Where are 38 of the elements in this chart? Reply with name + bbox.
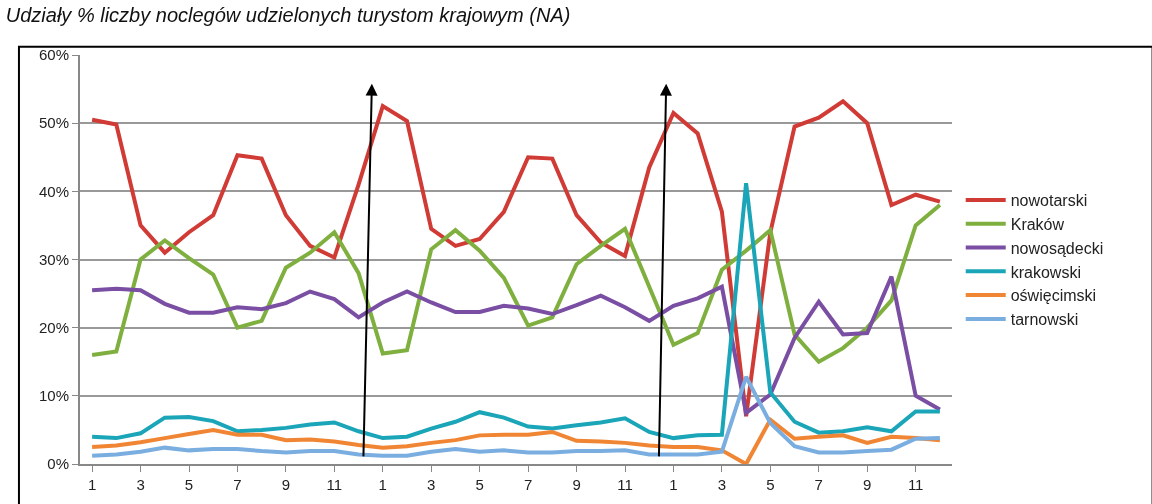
line-series: [90, 202, 942, 364]
x-tick-label: 1: [669, 476, 678, 493]
legend-label: tarnowski: [1010, 311, 1079, 329]
x-tick-label: 11: [326, 476, 343, 493]
legend-label: nowotarski: [1010, 192, 1088, 210]
y-tick-label: 30%: [38, 250, 69, 268]
y-tick-label: 20%: [38, 318, 69, 336]
x-tick-label: 7: [523, 476, 533, 493]
line-series: [90, 181, 942, 441]
legend-label: oświęcimski: [1010, 287, 1097, 305]
x-tick-label: 3: [136, 476, 145, 493]
line-series: [90, 417, 942, 464]
x-tick-label: 5: [475, 476, 484, 493]
line-series: [90, 274, 942, 415]
y-tick-label: 60%: [38, 46, 69, 64]
y-tick-label: 0%: [47, 455, 69, 473]
x-tick-label: 3: [717, 476, 727, 493]
x-tick-label: 1: [87, 476, 97, 493]
x-tick-label: 7: [233, 476, 242, 493]
legend-label: nowosądecki: [1010, 239, 1104, 257]
y-tick-label: 50%: [38, 114, 69, 132]
line-series: [90, 374, 942, 458]
x-tick-label: 9: [863, 476, 872, 493]
y-tick-label: 10%: [38, 387, 69, 405]
x-tick-label: 3: [427, 476, 436, 493]
x-tick-label: 9: [281, 476, 291, 493]
line-series: [90, 99, 942, 419]
y-tick-label: 40%: [38, 182, 69, 200]
x-tick-label: 5: [184, 476, 194, 493]
x-tick-label: 11: [907, 476, 924, 493]
x-tick-label: 5: [766, 476, 775, 493]
x-tick-label: 1: [378, 476, 387, 493]
chart-title: Udziały % liczby noclegów udzielonych turystom krajowym (NA): [5, 3, 571, 26]
x-tick-label: 9: [572, 476, 581, 493]
legend-label: krakowski: [1010, 263, 1081, 281]
legend-label: Kraków: [1010, 215, 1065, 233]
x-tick-label: 7: [814, 476, 823, 493]
x-tick-label: 11: [617, 476, 633, 493]
